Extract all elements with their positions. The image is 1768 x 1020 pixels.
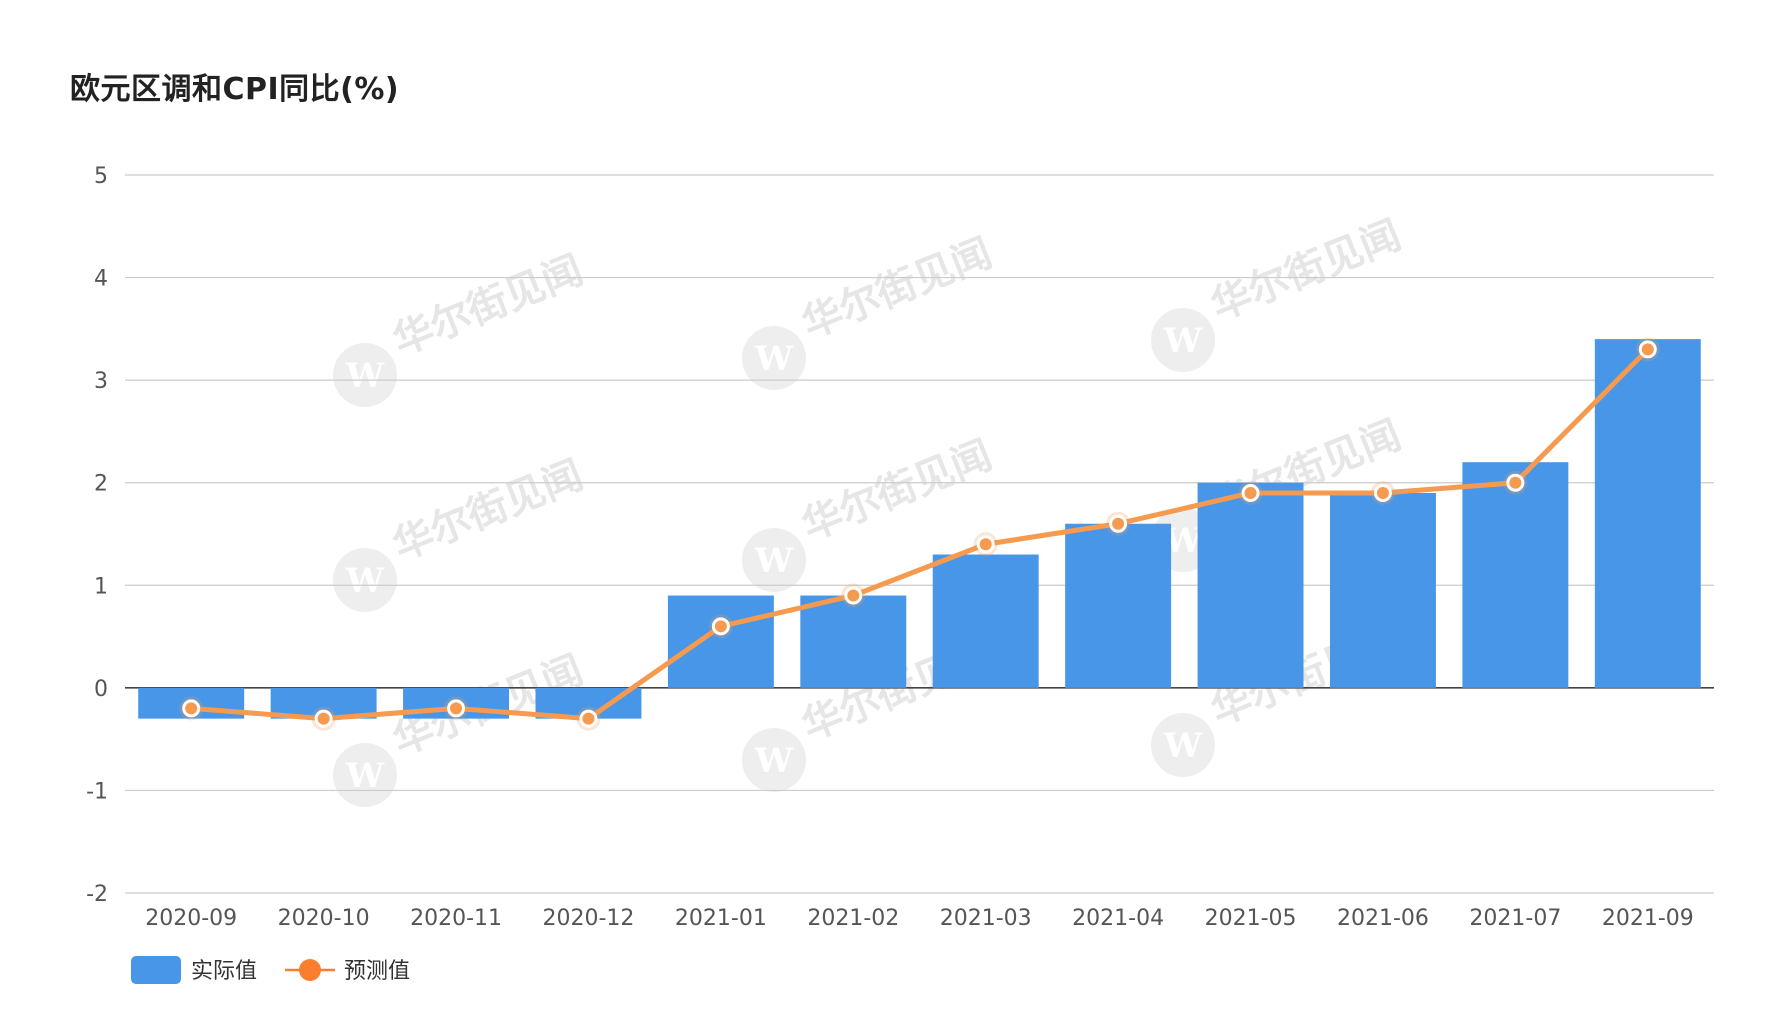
watermark-logo-letter: W	[345, 756, 385, 796]
legend-label: 预测值	[344, 959, 410, 984]
watermark-logo-icon	[742, 326, 806, 390]
bar[interactable]	[1065, 523, 1172, 688]
bar[interactable]	[932, 554, 1039, 688]
bar-series[interactable]	[138, 339, 1701, 719]
watermark-logo-letter: W	[1163, 321, 1203, 361]
point[interactable]	[314, 709, 333, 728]
watermark-text: 华尔街见闻	[386, 451, 589, 569]
bar[interactable]	[1462, 462, 1569, 688]
watermark-logo-letter: W	[754, 339, 794, 379]
grid-lines	[125, 174, 1714, 894]
x-tick-label: 2020-10	[278, 906, 370, 931]
point[interactable]	[976, 535, 995, 554]
y-tick-label: -1	[86, 779, 108, 804]
legend-item-forecast[interactable]: 预测值	[285, 959, 410, 984]
bar[interactable]	[1329, 492, 1436, 688]
point[interactable]	[579, 709, 598, 728]
watermark-logo-letter: W	[754, 541, 794, 581]
watermark-text: 华尔街见闻	[795, 431, 998, 549]
x-tick-label: 2021-09	[1602, 906, 1694, 931]
x-tick-label: 2021-05	[1205, 906, 1297, 931]
legend-point-swatch	[299, 959, 321, 981]
x-axis: 2020-09 2020-10 2020-11 2020-12 2021-01 2021-…	[145, 906, 1694, 931]
point[interactable]	[1506, 473, 1525, 492]
x-tick-label: 2021-01	[675, 906, 767, 931]
legend-bar-swatch	[131, 956, 181, 984]
y-tick-label: -2	[86, 882, 108, 907]
y-tick-label: 1	[94, 574, 108, 599]
y-tick-label: 2	[94, 472, 108, 497]
watermark-logo-letter: W	[1163, 726, 1203, 766]
bar[interactable]	[667, 595, 774, 688]
point[interactable]	[1373, 483, 1392, 502]
y-tick-label: 0	[94, 677, 108, 702]
watermark-text: 华尔街见闻	[795, 229, 998, 347]
point[interactable]	[1241, 483, 1260, 502]
bar[interactable]	[1197, 482, 1304, 688]
x-tick-label: 2021-02	[807, 906, 899, 931]
watermark-logo-icon	[333, 343, 397, 407]
watermark-logo-letter: W	[345, 356, 385, 396]
line-path	[191, 347, 1650, 722]
legend-label: 实际值	[191, 959, 257, 984]
point[interactable]	[844, 586, 863, 605]
y-tick-label: 3	[94, 369, 108, 394]
watermark-logo-icon	[1151, 308, 1215, 372]
point[interactable]	[1109, 514, 1128, 533]
legend-item-actual[interactable]: 实际值	[131, 956, 257, 984]
point[interactable]	[1638, 340, 1657, 359]
watermark-text: 华尔街见闻	[1204, 211, 1407, 329]
watermark-text: 华尔街见闻	[386, 246, 589, 364]
watermark-logo-icon	[1151, 713, 1215, 777]
x-tick-label: 2021-03	[940, 906, 1032, 931]
chart-title: 欧元区调和CPI同比(%)	[70, 72, 400, 107]
x-tick-label: 2020-09	[145, 906, 237, 931]
point[interactable]	[182, 699, 201, 718]
bar[interactable]	[1594, 339, 1701, 688]
watermark-logo-icon	[333, 548, 397, 612]
watermark-logo-icon	[742, 728, 806, 792]
legend[interactable]: 实际值 预测值	[131, 956, 410, 984]
watermark-logo-icon	[742, 528, 806, 592]
line-series[interactable]	[179, 337, 1660, 731]
watermark-logo-letter: W	[754, 741, 794, 781]
y-axis: 5 4 3 2 1 0 -1 -2	[86, 164, 108, 907]
watermark-logo-letter: W	[345, 561, 385, 601]
y-tick-label: 5	[94, 164, 108, 189]
point[interactable]	[711, 617, 730, 636]
x-tick-label: 2020-11	[410, 906, 502, 931]
y-tick-label: 4	[94, 267, 108, 292]
x-tick-label: 2021-07	[1469, 906, 1561, 931]
x-tick-label: 2020-12	[542, 906, 634, 931]
x-tick-label: 2021-04	[1072, 906, 1164, 931]
point[interactable]	[447, 699, 466, 718]
bar[interactable]	[800, 595, 907, 688]
x-tick-label: 2021-06	[1337, 906, 1429, 931]
